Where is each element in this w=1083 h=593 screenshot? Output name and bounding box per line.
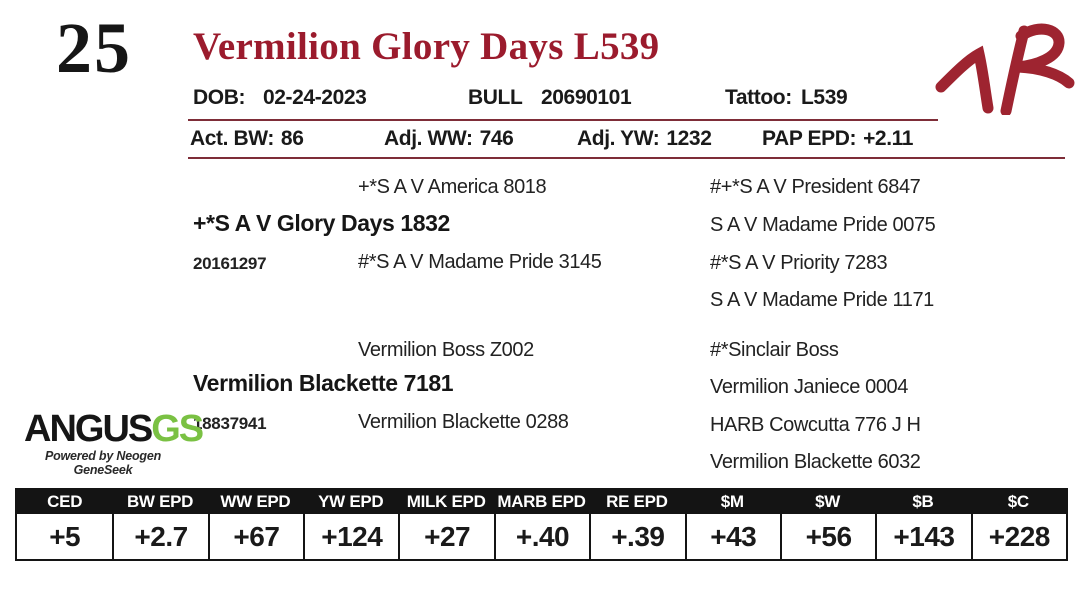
- epd-value-milk: +27: [398, 514, 493, 559]
- pedigree-sire-ggp-1: #+*S A V President 6847: [710, 176, 921, 198]
- epd-table-value-row: +5 +2.7 +67 +124 +27 +.40 +.39 +43 +56 +…: [17, 514, 1066, 559]
- epd-header-dollar-b: $B: [912, 492, 934, 511]
- angus-gs-logo: ANGUSGS Powered by Neogen GeneSeek: [24, 408, 204, 477]
- registration-number: 20690101: [541, 86, 632, 109]
- epd-header-bw: BW EPD: [126, 492, 194, 511]
- pedigree-sire-of-dam: Vermilion Boss Z002: [358, 339, 534, 361]
- stat-pap-epd: PAP EPD: +2.11: [762, 127, 913, 151]
- pedigree-sire-reg-number: 20161297: [193, 254, 267, 273]
- epd-value-bw: +2.7: [112, 514, 207, 559]
- animal-title: Vermilion Glory Days L539: [193, 25, 660, 68]
- stat-adj-yw: Adj. YW: 1232: [577, 127, 712, 151]
- angus-gs-tagline: Powered by Neogen GeneSeek: [44, 449, 162, 477]
- epd-value-ced: +5: [49, 521, 81, 552]
- epd-header-ced: CED: [47, 492, 83, 511]
- vermilion-ranch-brand-icon: [928, 10, 1078, 120]
- stat-adj-ww-label: Adj. WW:: [384, 127, 473, 150]
- stat-pap-epd-value: +2.11: [863, 127, 914, 150]
- epd-value-re: +.39: [589, 514, 684, 559]
- pedigree-sire-ggp-2: S A V Madame Pride 0075: [710, 214, 936, 236]
- epd-header-re: RE EPD: [606, 492, 668, 511]
- epd-value-dollar-m: +43: [684, 514, 780, 559]
- dob-label: DOB:: [193, 86, 246, 109]
- pedigree-sire-ggp-3: #*S A V Priority 7283: [710, 252, 888, 274]
- stat-act-bw: Act. BW: 86: [190, 127, 304, 151]
- epd-header-yw: YW EPD: [318, 492, 384, 511]
- tattoo-label: Tattoo:: [725, 86, 792, 109]
- dob-value: 02-24-2023: [263, 86, 367, 109]
- pedigree-dam-name: Vermilion Blackette 7181: [193, 370, 454, 396]
- epd-value-dollar-c: +228: [970, 514, 1066, 559]
- pedigree-dam-reg-number: 18837941: [193, 414, 267, 433]
- pedigree-sire-of-sire: +*S A V America 8018: [358, 176, 547, 198]
- stat-adj-ww-value: 746: [479, 127, 514, 150]
- epd-header-dollar-w: $W: [815, 492, 841, 511]
- pedigree-sire-ggp-4: S A V Madame Pride 1171: [710, 289, 934, 311]
- epd-value-marb: +.40: [493, 514, 589, 559]
- epd-value-dollar-b: +143: [875, 514, 970, 559]
- pedigree-sire-name: +*S A V Glory Days 1832: [193, 210, 450, 236]
- divider-rule-bottom: [188, 157, 1065, 159]
- stat-act-bw-value: 86: [280, 127, 304, 150]
- stat-adj-yw-value: 1232: [666, 127, 712, 150]
- epd-header-ww: WW EPD: [220, 492, 291, 511]
- epd-table: CED BW EPD WW EPD YW EPD MILK EPD MARB E…: [15, 488, 1068, 561]
- sex-label: BULL: [468, 86, 523, 109]
- stat-act-bw-label: Act. BW:: [190, 127, 274, 150]
- epd-value-yw: +124: [303, 514, 398, 559]
- pedigree-dam-ggp-2: Vermilion Janiece 0004: [710, 376, 908, 398]
- stat-adj-yw-label: Adj. YW:: [577, 127, 660, 150]
- epd-header-marb: MARB EPD: [497, 492, 586, 511]
- epd-table-header-row: CED BW EPD WW EPD YW EPD MILK EPD MARB E…: [17, 490, 1066, 514]
- pedigree-dam-of-sire: #*S A V Madame Pride 3145: [358, 251, 602, 273]
- epd-value-ww: +67: [207, 514, 303, 559]
- epd-header-dollar-m: $M: [720, 492, 744, 511]
- lot-number: 25: [56, 8, 132, 88]
- pedigree-dam-of-dam: Vermilion Blackette 0288: [358, 411, 569, 433]
- angus-wordmark-green: GS: [151, 408, 204, 450]
- divider-rule-top: [188, 119, 938, 121]
- tattoo-value: L539: [801, 86, 848, 109]
- stat-pap-epd-label: PAP EPD:: [762, 127, 857, 150]
- stat-adj-ww: Adj. WW: 746: [384, 127, 514, 151]
- epd-value-dollar-w: +56: [779, 514, 875, 559]
- angus-gs-wordmark: ANGUSGS: [24, 408, 204, 450]
- epd-header-dollar-c: $C: [1007, 492, 1029, 511]
- epd-header-milk: MILK EPD: [406, 492, 486, 511]
- pedigree-dam-ggp-4: Vermilion Blackette 6032: [710, 451, 921, 473]
- pedigree-dam-ggp-3: HARB Cowcutta 776 J H: [710, 414, 921, 436]
- angus-wordmark-black: ANGUS: [24, 408, 153, 450]
- pedigree-dam-ggp-1: #*Sinclair Boss: [710, 339, 839, 361]
